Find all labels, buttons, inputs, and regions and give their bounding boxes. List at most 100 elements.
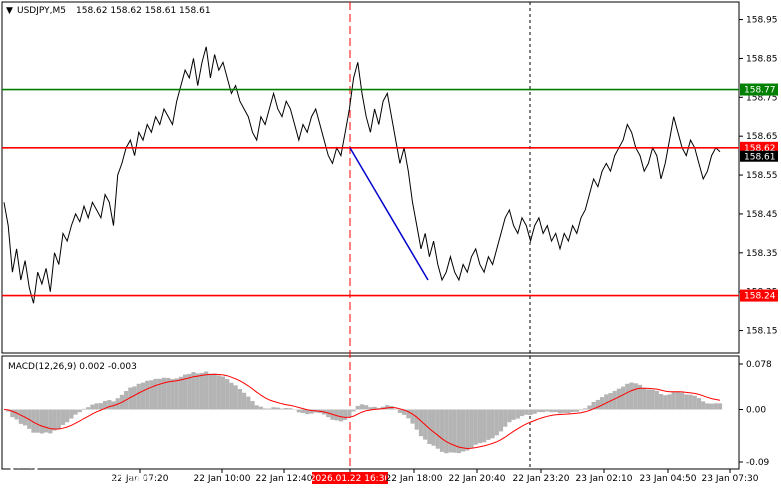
macd-bar xyxy=(654,390,659,410)
macd-bar xyxy=(498,409,504,432)
macd-bar xyxy=(351,409,356,412)
macd-bar xyxy=(439,409,445,452)
macd-bar xyxy=(60,409,66,425)
macd-bar xyxy=(650,389,655,410)
macd-bar xyxy=(6,409,11,412)
macd-bar xyxy=(553,409,558,413)
macd-bar xyxy=(621,386,626,410)
logo-name: instaforex xyxy=(48,444,166,470)
level-tag xyxy=(740,289,778,302)
chart-menu-arrow-icon[interactable]: ▼ xyxy=(6,6,13,16)
macd-bar xyxy=(570,409,575,413)
price-tick-label: 158.45 xyxy=(746,210,778,220)
macd-bar xyxy=(288,408,293,410)
price-tick-label: 158.55 xyxy=(746,171,778,181)
macd-bar xyxy=(713,403,718,410)
macd-bar xyxy=(102,400,108,410)
macd-bar xyxy=(616,388,622,410)
macd-bar xyxy=(482,409,487,443)
macd-bar xyxy=(254,405,259,410)
macd-bar xyxy=(220,376,226,410)
instaforex-logo: instaforex Instant Forex Trading xyxy=(4,442,180,486)
macd-bar xyxy=(701,401,706,410)
current-price-label: 158.61 xyxy=(744,153,776,163)
macd-bar xyxy=(216,375,221,410)
macd-bar xyxy=(414,409,419,430)
macd-bar xyxy=(246,396,251,410)
macd-bar xyxy=(347,409,352,417)
time-tick-label: 22 Jan 20:40 xyxy=(449,474,506,484)
macd-bar xyxy=(86,407,91,410)
macd-bar xyxy=(705,403,710,410)
macd-panel xyxy=(1,355,740,470)
highlighted-time-label: 2026.01.22 16:30 xyxy=(310,474,391,484)
macd-bar xyxy=(145,380,150,410)
macd-bar xyxy=(263,408,268,410)
price-tick-label: 158.15 xyxy=(746,327,778,337)
macd-bar xyxy=(343,409,348,421)
macd-bar xyxy=(225,379,230,410)
macd-bar xyxy=(406,409,411,419)
macd-bar xyxy=(667,394,672,410)
ohlc-label: 158.62 158.62 158.61 158.61 xyxy=(76,6,211,16)
macd-bar xyxy=(296,409,301,413)
macd-bar xyxy=(511,409,516,420)
macd-bar xyxy=(69,409,74,419)
macd-bar xyxy=(545,409,550,412)
macd-tick-label: 0.00 xyxy=(746,406,766,416)
logo-tagline: Instant Forex Trading xyxy=(50,473,156,484)
macd-bar xyxy=(494,409,499,436)
highlighted-time-tag xyxy=(312,472,388,484)
macd-bar xyxy=(77,409,82,413)
level-tag-label: 158.62 xyxy=(744,144,776,154)
macd-bar xyxy=(465,409,470,451)
price-tick-label: 158.95 xyxy=(746,16,778,26)
macd-bar xyxy=(44,409,49,433)
macd-bar xyxy=(271,407,276,410)
macd-bar xyxy=(149,380,154,410)
macd-bar xyxy=(237,388,242,410)
macd-bar xyxy=(52,409,57,431)
time-tick-label: 22 Jan 23:20 xyxy=(513,474,570,484)
price-tick-label: 158.85 xyxy=(746,54,778,64)
macd-bar xyxy=(528,409,533,416)
macd-bar xyxy=(536,409,541,413)
macd-bar xyxy=(275,407,280,410)
time-tick-label: 23 Jan 04:50 xyxy=(640,474,697,484)
macd-bar xyxy=(431,409,436,446)
vertical-grid-lines xyxy=(349,2,531,469)
macd-bar xyxy=(397,409,403,413)
macd-bar xyxy=(473,409,478,445)
macd-bar xyxy=(241,392,247,410)
macd-bar xyxy=(18,409,23,424)
macd-bar xyxy=(136,383,141,410)
macd-bar xyxy=(39,409,45,434)
level-tag xyxy=(740,83,778,96)
macd-bar xyxy=(10,409,15,418)
macd-bar xyxy=(717,403,723,410)
price-tick-label: 158.35 xyxy=(746,249,778,259)
macd-bar xyxy=(574,409,579,412)
macd-signal-line xyxy=(3,373,721,450)
macd-bar xyxy=(90,404,95,410)
macd-bar xyxy=(364,405,369,410)
macd-bar xyxy=(305,409,310,415)
macd-bar xyxy=(625,383,630,410)
macd-label: MACD(12,26,9) 0.002 -0.003 xyxy=(8,362,137,372)
macd-bar xyxy=(515,409,520,419)
macd-bar xyxy=(692,395,697,410)
macd-bar xyxy=(477,409,483,444)
macd-bar xyxy=(35,409,40,433)
horizontal-levels: 158.77 158.62 158.24 158.61 xyxy=(2,83,778,302)
macd-bar xyxy=(557,409,563,414)
macd-bar xyxy=(595,399,600,410)
macd-bar xyxy=(300,409,306,414)
macd-bar xyxy=(132,386,137,410)
macd-bar xyxy=(153,378,158,410)
macd-bar xyxy=(646,389,651,410)
macd-bar xyxy=(284,408,289,410)
macd-bar xyxy=(393,408,398,410)
price-tick-label: 158.75 xyxy=(746,93,778,103)
macd-bar xyxy=(583,408,588,410)
